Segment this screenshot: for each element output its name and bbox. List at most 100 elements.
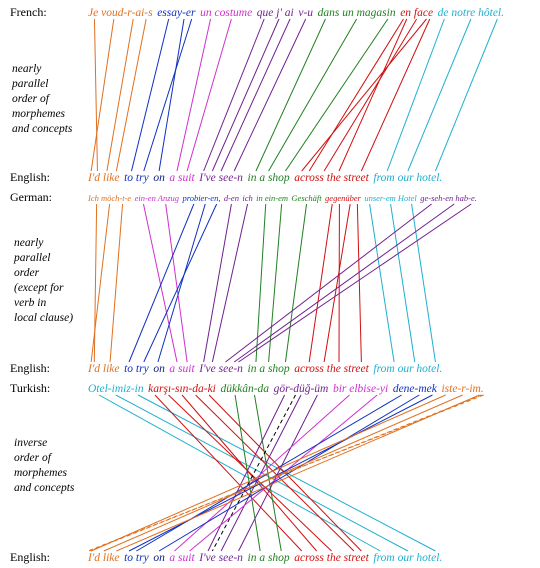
note: parallel [13, 252, 50, 264]
token: I'd like [87, 363, 120, 375]
alignment-line [255, 18, 326, 172]
token: I've see-n [198, 172, 243, 184]
alignment-line [128, 203, 195, 363]
token: I've see-n [198, 552, 243, 564]
token: from our hotel. [373, 552, 442, 564]
token: bir elbise-yi [333, 383, 388, 395]
alignment-line [225, 203, 432, 363]
token: essay-er [157, 7, 196, 19]
note: order of [12, 93, 51, 105]
alignment-line [268, 203, 283, 363]
token: un costume [200, 7, 252, 19]
token: to try [124, 172, 149, 184]
note: and concepts [14, 482, 75, 494]
token: from our hotel. [373, 172, 442, 184]
alignment-line [90, 18, 115, 172]
language-label: French: [10, 5, 47, 19]
alignment-line [98, 394, 381, 552]
token: from our hotel. [373, 363, 442, 375]
token: de notre hôtel. [438, 7, 504, 19]
alignment-line [142, 203, 178, 363]
token: en face [400, 7, 433, 19]
token: on [153, 552, 165, 564]
alignment-line [308, 18, 404, 172]
alignment-line [143, 203, 218, 363]
token: v-u [298, 7, 313, 19]
alignment-line [211, 394, 296, 552]
alignment-line [158, 394, 420, 552]
token: on [153, 172, 165, 184]
token: a suit [169, 363, 195, 375]
alignment-line [360, 18, 431, 172]
alignment-line [115, 18, 147, 172]
token: I've see-n [198, 363, 243, 375]
alignment-line [203, 18, 265, 172]
token: d-en [224, 193, 239, 203]
alignment-line [186, 18, 232, 172]
note: inverse [14, 437, 47, 449]
alignment-line [411, 203, 436, 363]
language-label: Turkish: [10, 381, 50, 395]
token: in a shop [248, 172, 290, 184]
alignment-line [301, 18, 427, 172]
alignment-line [220, 18, 291, 172]
token: a suit [169, 172, 195, 184]
alignment-line [157, 203, 206, 363]
note: morphemes [14, 467, 68, 479]
alignment-line [268, 18, 358, 172]
alignment-line [323, 203, 351, 363]
alignment-line [211, 203, 249, 363]
token: on [153, 363, 165, 375]
alignment-line [234, 394, 261, 552]
language-label: German: [10, 190, 52, 204]
note: order [14, 267, 40, 279]
alignment-line [233, 203, 455, 363]
note: and concepts [12, 123, 73, 135]
alignment-line [174, 394, 350, 552]
token: probier-en, [181, 193, 220, 203]
token: ich [242, 193, 252, 203]
note: nearly [14, 237, 44, 249]
alignment-line [109, 203, 124, 363]
token: ein-en Anzug [135, 193, 179, 203]
alignment-line [89, 394, 482, 552]
alignment-line [323, 18, 418, 172]
alignment-line [176, 18, 212, 172]
token: in ein-em [256, 193, 288, 203]
token: dükkân-da [220, 383, 269, 395]
alignment-line [285, 18, 389, 172]
token: across the street [294, 363, 369, 375]
token: iste-r-im. [441, 383, 483, 395]
alignment-line [284, 203, 308, 363]
alignment-line [386, 18, 445, 172]
token: to try [124, 363, 149, 375]
token: Je voud-r-ai-s [88, 7, 153, 19]
token: a suit [169, 552, 195, 564]
alignment-line [158, 18, 185, 172]
token: gör-düğ-üm [274, 383, 329, 395]
alignment-line [131, 18, 170, 172]
token: karşı-sın-da-ki [148, 383, 216, 395]
alignment-line [338, 18, 408, 172]
token: I'd like [87, 552, 120, 564]
token: to try [124, 552, 149, 564]
alignment-line [93, 203, 98, 363]
language-label: English: [10, 170, 50, 184]
note: nearly [12, 63, 42, 75]
alignment-line [103, 394, 463, 552]
alignment-line [116, 394, 480, 552]
alignment-line [195, 394, 355, 552]
language-label: English: [10, 550, 50, 564]
alignment-line [233, 18, 307, 172]
alignment-line [255, 203, 267, 363]
alignment-line [369, 203, 395, 363]
alignment-line [220, 394, 302, 552]
alignment-line [434, 18, 498, 172]
alignment-line [90, 394, 446, 552]
alignment-line [238, 203, 472, 363]
language-label: English: [10, 361, 50, 375]
alignment-line [356, 203, 362, 363]
note: parallel [11, 78, 48, 90]
token: dene-mek [393, 383, 438, 395]
